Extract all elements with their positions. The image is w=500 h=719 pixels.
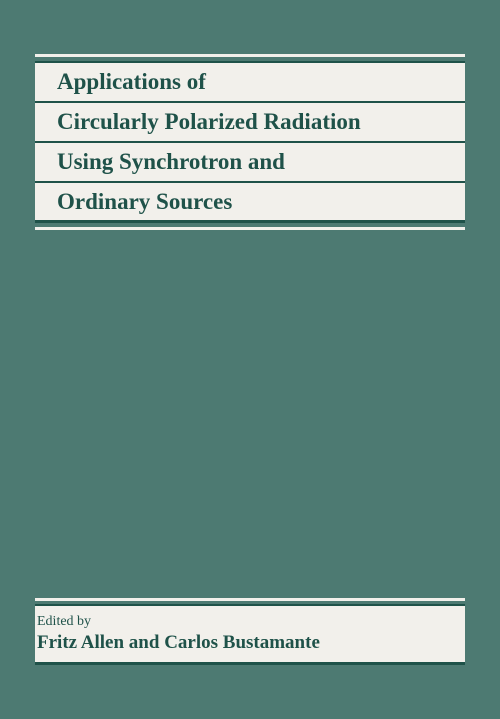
title-top-rule <box>35 54 465 57</box>
edited-by-label: Edited by <box>35 614 465 630</box>
title-block: Applications of Circularly Polarized Rad… <box>35 54 465 230</box>
editors-block: Edited by Fritz Allen and Carlos Bustama… <box>35 604 465 665</box>
title-line-2: Circularly Polarized Radiation <box>35 101 465 143</box>
title-bottom-rule <box>35 227 465 230</box>
title-line-1: Applications of <box>35 61 465 103</box>
editors-names: Fritz Allen and Carlos Bustamante <box>35 632 465 654</box>
book-cover: Applications of Circularly Polarized Rad… <box>0 0 500 719</box>
title-line-4: Ordinary Sources <box>35 181 465 223</box>
editors-top-rule <box>35 598 465 601</box>
title-line-3: Using Synchrotron and <box>35 141 465 183</box>
